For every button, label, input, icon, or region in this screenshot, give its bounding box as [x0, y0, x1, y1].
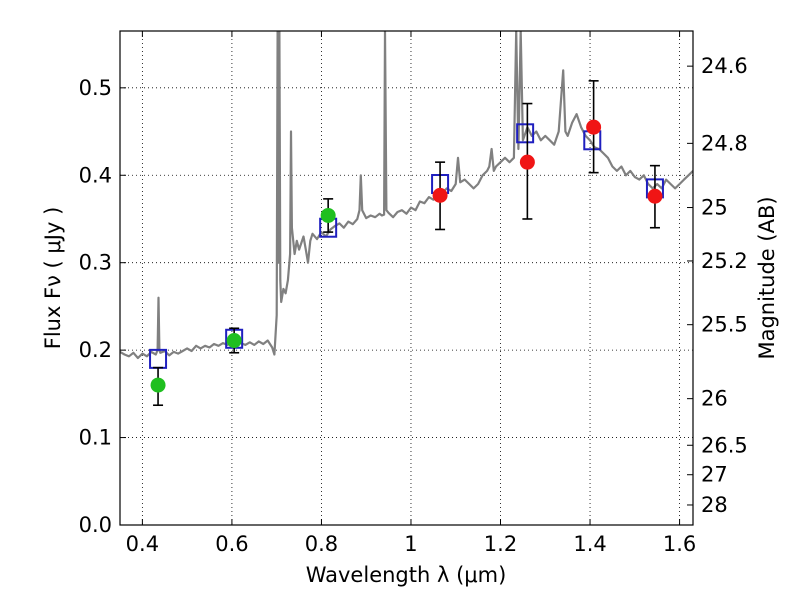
- magnitude-axis: 24.6 24.8 25 25.2 25.5 26 26.5 27 28: [687, 54, 748, 517]
- x-tick-label: 0.6: [215, 532, 248, 556]
- spectrum-line: [120, 31, 693, 360]
- magnitude-tick-label: 27: [701, 463, 728, 487]
- x-axis: 0.4 0.6 0.8 1 1.2 1.4 1.6: [126, 31, 696, 556]
- observed-point: [150, 377, 166, 393]
- observed-point: [432, 187, 448, 203]
- y-tick-label: 0.5: [79, 76, 112, 100]
- x-tick-label: 0.8: [305, 532, 338, 556]
- magnitude-tick-label: 28: [701, 493, 728, 517]
- observed-point: [320, 207, 336, 223]
- magnitude-tick-label: 25.5: [701, 313, 748, 337]
- observed-point: [519, 154, 535, 170]
- magnitude-tick-label: 24.8: [701, 131, 748, 155]
- y-tick-label: 0.1: [79, 426, 112, 450]
- magnitude-tick-label: 25: [701, 196, 728, 220]
- y-tick-label: 0.3: [79, 251, 112, 275]
- model-photometry-square: [516, 123, 535, 144]
- observed-point: [226, 333, 242, 349]
- magnitude-tick-label: 24.6: [701, 54, 748, 78]
- y-axis-label: Flux Fν ( μJy ): [41, 207, 65, 350]
- plot-area: [120, 31, 693, 360]
- x-tick-label: 1: [404, 532, 417, 556]
- x-tick-label: 1.2: [484, 532, 517, 556]
- x-tick-label: 1.4: [573, 532, 606, 556]
- y-axis: 0.0 0.1 0.2 0.3 0.4 0.5: [79, 76, 126, 537]
- y-tick-label: 0.0: [79, 513, 112, 537]
- magnitude-tick-label: 25.2: [701, 249, 748, 273]
- x-axis-label: Wavelength λ (μm): [306, 563, 507, 587]
- observed-point: [586, 119, 602, 135]
- plot-frame: [119, 30, 694, 526]
- grid-lines: [120, 31, 693, 526]
- observed-point: [647, 188, 663, 204]
- magnitude-tick-label: 26.5: [701, 433, 748, 457]
- x-tick-label: 1.6: [663, 532, 696, 556]
- magnitude-tick-label: 26: [701, 387, 728, 411]
- magnitude-axis-label: Magnitude (AB): [755, 196, 779, 359]
- x-tick-label: 0.4: [126, 532, 159, 556]
- y-tick-label: 0.4: [79, 163, 112, 187]
- markers: [149, 80, 664, 407]
- y-tick-label: 0.2: [79, 338, 112, 362]
